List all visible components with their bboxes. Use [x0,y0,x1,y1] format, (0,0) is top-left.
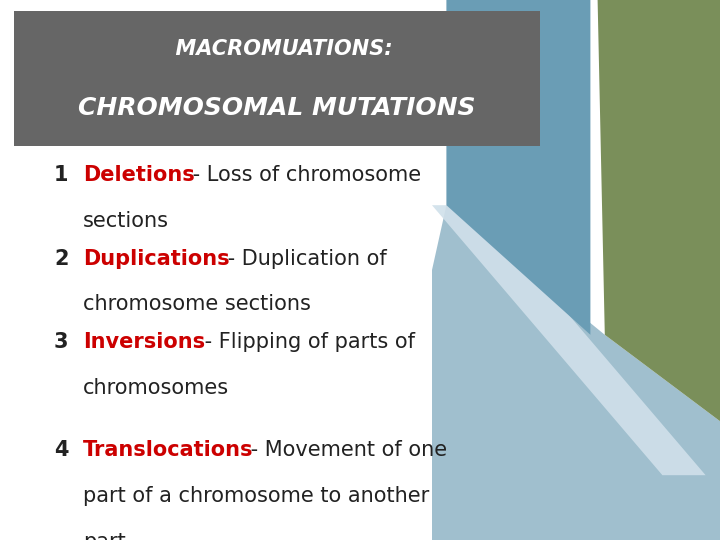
Text: Deletions: Deletions [83,165,194,185]
Text: Inversions: Inversions [83,332,205,352]
Text: - Loss of chromosome: - Loss of chromosome [186,165,421,185]
Text: Duplications: Duplications [83,248,230,268]
Text: - Flipping of parts of: - Flipping of parts of [198,332,415,352]
Text: part: part [83,532,125,540]
Text: 3: 3 [54,332,68,352]
Text: chromosomes: chromosomes [83,378,229,398]
Polygon shape [432,205,706,475]
Text: sections: sections [83,211,168,231]
Text: MACROMUATIONS:: MACROMUATIONS: [161,38,393,59]
Text: - Movement of one: - Movement of one [244,440,447,460]
Text: 4: 4 [54,440,68,460]
Text: part of a chromosome to another: part of a chromosome to another [83,486,429,506]
Text: 2: 2 [54,248,68,268]
Text: chromosome sections: chromosome sections [83,294,310,314]
Text: 1: 1 [54,165,68,185]
Text: CHROMOSOMAL MUTATIONS: CHROMOSOMAL MUTATIONS [78,96,476,120]
Polygon shape [446,0,590,335]
Text: Translocations: Translocations [83,440,253,460]
Polygon shape [432,205,720,540]
Polygon shape [598,0,720,421]
FancyBboxPatch shape [14,11,540,146]
Text: - Duplication of: - Duplication of [221,248,387,268]
